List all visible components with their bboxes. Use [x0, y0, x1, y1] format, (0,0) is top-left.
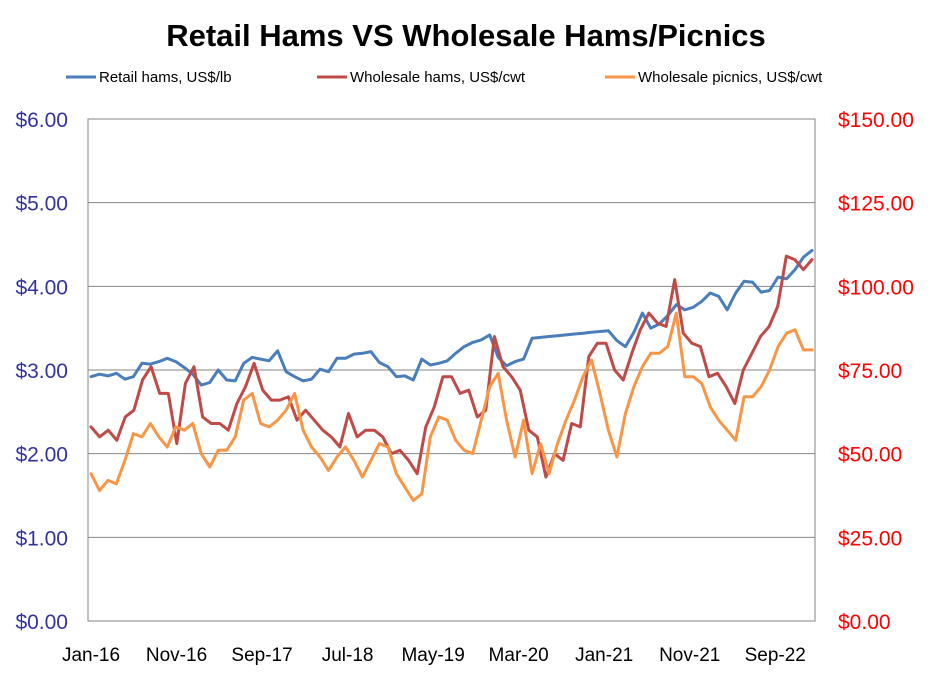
x-axis-ticks: Jan-16 Nov-16 Sep-17 Jul-18 May-19 Mar-20 Jan-…	[62, 645, 806, 666]
left-axis-ticks: $0.00 $1.00 $2.00 $3.00 $4.00 $5.00 $6.00	[15, 109, 68, 634]
legend-label: Retail hams, US$/lb	[99, 69, 232, 86]
x-tick-label: Jan-16	[62, 645, 120, 666]
y-right-tick-label: $100.00	[838, 276, 914, 299]
gridlines	[88, 118, 815, 538]
y-left-tick-label: $5.00	[15, 193, 68, 216]
y-right-tick-label: $0.00	[838, 611, 891, 634]
x-tick-label: Jul-18	[322, 645, 374, 666]
y-left-tick-label: $2.00	[15, 444, 68, 467]
x-tick-label: Jan-21	[575, 645, 633, 666]
chart-title: Retail Hams VS Wholesale Hams/Picnics	[166, 18, 766, 53]
x-tick-label: Nov-21	[659, 645, 720, 666]
y-left-tick-label: $3.00	[15, 360, 68, 383]
legend: Retail hams, US$/lb Wholesale hams, US$/c…	[66, 69, 823, 86]
y-left-tick-label: $4.00	[15, 276, 68, 299]
series-line-3	[89, 311, 814, 502]
y-right-tick-label: $25.00	[838, 527, 902, 550]
y-right-tick-label: $75.00	[838, 360, 902, 383]
legend-label: Wholesale picnics, US$/cwt	[638, 69, 823, 86]
x-tick-label: Sep-17	[231, 645, 292, 666]
y-right-tick-label: $150.00	[838, 109, 914, 132]
y-left-tick-label: $1.00	[15, 527, 68, 550]
series-line-1	[89, 248, 814, 387]
legend-label: Wholesale hams, US$/cwt	[350, 69, 526, 86]
y-right-tick-label: $50.00	[838, 444, 902, 467]
series-layer	[89, 248, 814, 502]
y-left-tick-label: $0.00	[15, 611, 68, 634]
y-left-tick-label: $6.00	[15, 109, 68, 132]
y-right-tick-label: $125.00	[838, 193, 914, 216]
x-tick-label: Nov-16	[146, 645, 207, 666]
series-line-2	[89, 254, 814, 479]
x-tick-label: Sep-22	[745, 645, 806, 666]
right-axis-ticks: $0.00 $25.00 $50.00 $75.00 $100.00 $125.00 $15…	[838, 109, 914, 634]
x-tick-label: May-19	[401, 645, 464, 666]
x-tick-label: Mar-20	[489, 645, 549, 666]
